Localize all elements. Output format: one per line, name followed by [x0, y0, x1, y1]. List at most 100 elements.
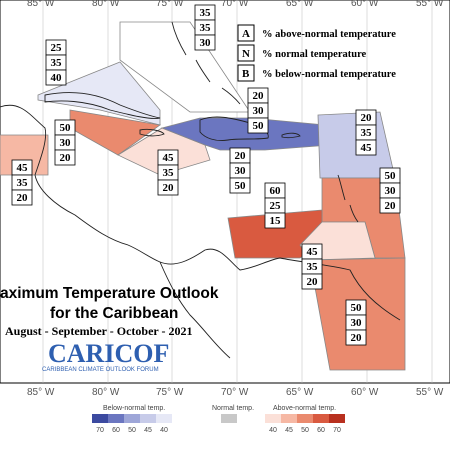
- prob-value-cayman-a: 50: [60, 122, 72, 134]
- colorbar-below-tick: 70: [96, 427, 104, 434]
- logo-name: CARICOF: [48, 339, 169, 368]
- prob-value-guianas-b: 20: [351, 332, 363, 344]
- colorbar: Below-normal temp. Normal temp. Above-no…: [92, 405, 345, 434]
- legend-text-a: % above-normal temperature: [262, 29, 396, 40]
- cuba-coast: [44, 92, 161, 119]
- prob-value-bahamas-b: 30: [200, 37, 212, 49]
- lesser-antilles: [337, 174, 359, 223]
- prob-box-belize-b: [11, 189, 33, 206]
- legend-letter-b: B: [242, 68, 250, 80]
- colorbar-below-swatch: [140, 414, 156, 423]
- colorbar-above-swatch: [265, 414, 281, 423]
- prob-value-leeward-b: 45: [361, 142, 373, 154]
- prob-box-trinidad-b: [301, 273, 323, 290]
- prob-value-cayman-n: 30: [60, 137, 72, 149]
- colorbar-above-tick: 45: [285, 427, 293, 434]
- lon-label: 70° W: [221, 387, 249, 398]
- longitude-labels-bottom: 85° W 80° W 75° W 70° W 65° W 60° W 55° …: [27, 387, 444, 398]
- prob-value-trinidad-n: 35: [307, 261, 319, 273]
- colorbar-below-tick: 60: [112, 427, 120, 434]
- prob-box-guianas-b: [345, 329, 367, 346]
- lon-label: 80° W: [92, 387, 120, 398]
- prob-value-jamaica-n: 35: [163, 167, 175, 179]
- prob-value-belize-b: 20: [17, 192, 29, 204]
- prob-value-bahamas-n: 35: [200, 22, 212, 34]
- lon-label: 85° W: [27, 0, 55, 9]
- prob-value-turks-a: 20: [253, 90, 265, 102]
- lon-label: 60° W: [351, 387, 379, 398]
- colorbar-below-tick: 40: [160, 427, 168, 434]
- lon-label: 70° W: [221, 0, 249, 9]
- lon-label: 80° W: [92, 0, 120, 9]
- prob-value-turks-n: 30: [253, 105, 265, 117]
- legend-text-n: % normal temperature: [262, 49, 367, 60]
- title-line-2: for the Caribbean: [50, 305, 178, 322]
- prob-box-leeward-b: [355, 139, 377, 156]
- lon-label: 65° W: [286, 0, 314, 9]
- hispaniola-coast: [199, 116, 269, 141]
- prob-value-hispaniola-n: 30: [235, 165, 247, 177]
- colorbar-above-tick: 50: [301, 427, 309, 434]
- lon-label: 65° W: [286, 387, 314, 398]
- lon-label: 60° W: [351, 0, 379, 9]
- prob-value-abc-b: 15: [270, 215, 282, 227]
- prob-value-windward-a: 50: [385, 170, 397, 182]
- lon-label: 75° W: [156, 387, 184, 398]
- title-line-1: aximum Temperature Outlook: [0, 285, 219, 302]
- prob-value-trinidad-b: 20: [307, 276, 319, 288]
- legend-key-b: [237, 64, 255, 82]
- bahamas-islands: [171, 21, 241, 105]
- prob-value-windward-n: 30: [385, 185, 397, 197]
- colorbar-above-tick: 40: [269, 427, 277, 434]
- prob-value-belize-n: 35: [17, 177, 29, 189]
- prob-box-jamaica-b: [157, 179, 179, 196]
- colorbar-above-swatch: [329, 414, 345, 423]
- prob-value-belize-a: 45: [17, 162, 29, 174]
- title-line-3: August - September - October - 2021: [5, 324, 193, 338]
- legend-text-b: % below-normal temperature: [262, 69, 396, 80]
- colorbar-above-swatch: [297, 414, 313, 423]
- colorbar-above-swatch: [313, 414, 329, 423]
- legend-letter-n: N: [242, 48, 250, 60]
- colorbar-swatches: 70 60 50 45 40 40 45 50 60 70: [92, 414, 345, 434]
- prob-value-cuba-n: 35: [51, 57, 63, 69]
- prob-value-hispaniola-a: 20: [235, 150, 247, 162]
- prob-value-guianas-a: 50: [351, 302, 363, 314]
- colorbar-below-swatch: [108, 414, 124, 423]
- prob-box-bahamas-b: [194, 34, 216, 51]
- colorbar-above-label: Above-normal temp.: [273, 405, 336, 412]
- prob-value-turks-b: 50: [253, 120, 265, 132]
- prob-value-cayman-b: 20: [60, 152, 72, 164]
- prob-value-bahamas-a: 35: [200, 7, 212, 19]
- logo-subtitle: CARIBBEAN CLIMATE OUTLOOK FORUM: [42, 367, 159, 373]
- caricof-logo: CARICOF CARIBBEAN CLIMATE OUTLOOK FORUM: [42, 339, 169, 373]
- colorbar-above-tick: 70: [333, 427, 341, 434]
- legend: A % above-normal temperature N % normal …: [237, 24, 396, 82]
- prob-value-hispaniola-b: 50: [235, 180, 247, 192]
- prob-value-cuba-a: 25: [51, 42, 63, 54]
- colorbar-normal-label: Normal temp.: [212, 405, 254, 412]
- colorbar-below-tick: 45: [144, 427, 152, 434]
- lon-label: 85° W: [27, 387, 55, 398]
- legend-key-a: [237, 24, 255, 42]
- prob-value-abc-n: 25: [270, 200, 282, 212]
- title-block: aximum Temperature Outlook for the Carib…: [0, 285, 219, 338]
- legend-key-n: [237, 44, 255, 62]
- probability-boxes: 35 35 30 25 35 40 50 30 20 45 35 20 45 35 20 20 30 50 20 30…: [11, 4, 401, 346]
- prob-value-leeward-a: 20: [361, 112, 373, 124]
- lon-label: 55° W: [416, 0, 444, 9]
- prob-value-trinidad-a: 45: [307, 246, 319, 258]
- prob-value-windward-b: 20: [385, 200, 397, 212]
- colorbar-below-swatch: [124, 414, 140, 423]
- colombia-coast: [159, 261, 231, 359]
- jamaica-coast: [139, 128, 165, 137]
- colorbar-above-swatch: [281, 414, 297, 423]
- prob-value-leeward-n: 35: [361, 127, 373, 139]
- prob-value-abc-a: 60: [270, 185, 282, 197]
- lon-label: 55° W: [416, 387, 444, 398]
- lon-label: 75° W: [156, 0, 184, 9]
- prob-value-jamaica-b: 20: [163, 182, 175, 194]
- zone-bahamas: [119, 21, 251, 113]
